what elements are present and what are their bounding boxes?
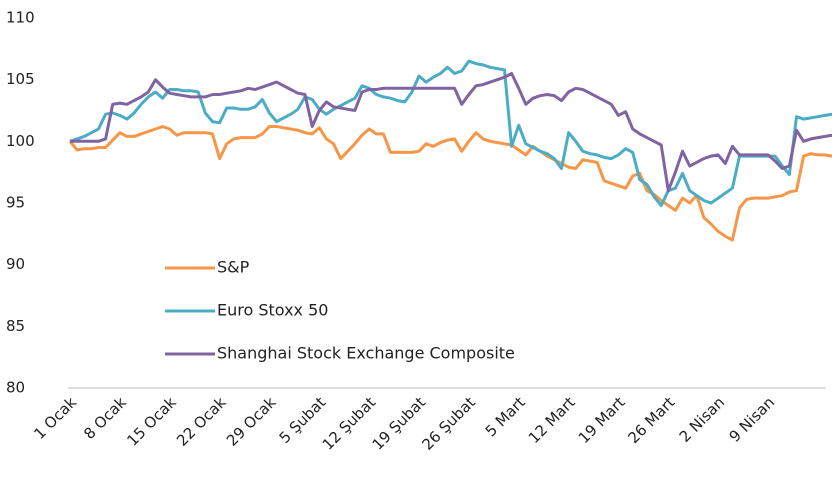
y-tick-label: 105 xyxy=(6,70,35,88)
y-tick-label: 110 xyxy=(6,9,35,27)
y-tick-label: 95 xyxy=(6,194,25,212)
y-tick-label: 100 xyxy=(6,132,35,150)
x-tick-label: 8 Ocak xyxy=(80,393,130,443)
x-tick-label: 19 Şubat xyxy=(369,393,430,454)
x-tick-label: 12 Şubat xyxy=(319,393,380,454)
series-line xyxy=(69,59,832,207)
x-tick-label: 22 Ocak xyxy=(173,393,230,450)
y-tick-label: 80 xyxy=(6,379,25,397)
x-tick-label: 26 Mart xyxy=(625,393,679,447)
x-tick-label: 29 Ocak xyxy=(223,393,280,450)
x-tick-label: 12 Mart xyxy=(525,393,579,447)
x-tick-label: 19 Mart xyxy=(575,393,629,447)
series-line xyxy=(70,72,832,193)
series-line xyxy=(68,125,832,242)
y-tick-label: 90 xyxy=(6,255,25,273)
x-tick-label: 1 Ocak xyxy=(30,393,80,443)
legend-label: Euro Stoxx 50 xyxy=(217,301,328,320)
x-tick-label: 5 Mart xyxy=(482,393,529,440)
legend-label: S&P xyxy=(217,258,250,277)
y-tick-label: 85 xyxy=(6,317,25,335)
x-tick-label: 2 Nisan xyxy=(676,393,728,445)
legend-label: Shanghai Stock Exchange Composite xyxy=(217,344,515,363)
x-tick-label: 9 Nisan xyxy=(726,393,778,445)
x-tick-label: 15 Ocak xyxy=(123,393,180,450)
x-tick-label: 26 Şubat xyxy=(418,393,479,454)
